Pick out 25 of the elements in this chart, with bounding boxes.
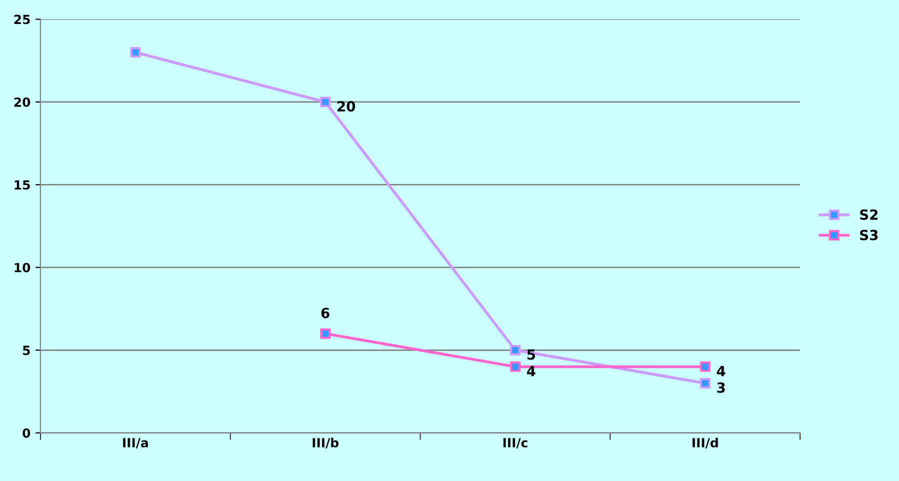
- x-tick-label: III/d: [692, 438, 718, 448]
- y-tick-label: 5: [23, 346, 30, 356]
- y-tick-label: 25: [14, 14, 30, 24]
- data-label: 4: [716, 366, 726, 376]
- point: [510, 344, 520, 356]
- x-tick-label: III/c: [503, 438, 528, 448]
- data-label: 4: [526, 366, 536, 376]
- point: [700, 362, 710, 372]
- point: [510, 362, 520, 372]
- point: [130, 47, 141, 58]
- y-tick-label: 20: [14, 97, 30, 107]
- y-tick-label: 10: [14, 262, 30, 272]
- x-tick-label: III/a: [123, 438, 148, 448]
- data-label: 20: [338, 101, 356, 112]
- legend-label: S3: [860, 230, 878, 240]
- y-tick-label: 0: [22, 428, 30, 438]
- data-label: 3: [717, 382, 725, 393]
- legend-label: S2: [860, 209, 878, 220]
- data-label: 6: [321, 308, 330, 318]
- point: [320, 328, 331, 339]
- point: [320, 96, 331, 108]
- data-label: 5: [527, 349, 536, 360]
- point: [700, 378, 710, 388]
- x-tick-label: III/b: [312, 438, 338, 448]
- y-tick-label: 15: [14, 180, 30, 190]
